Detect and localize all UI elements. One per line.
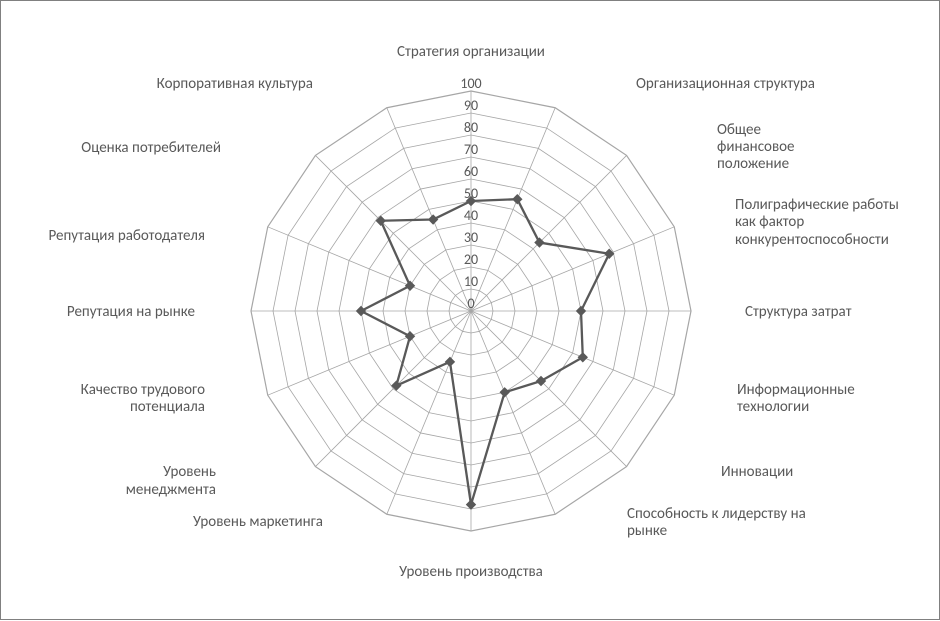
axis-label: Информационные технологии bbox=[737, 382, 843, 417]
spoke bbox=[471, 227, 674, 311]
spoke bbox=[471, 108, 555, 311]
spoke bbox=[471, 311, 627, 467]
tick-label: 80 bbox=[464, 119, 478, 136]
data-marker bbox=[429, 215, 438, 224]
tick-label: 70 bbox=[464, 141, 478, 158]
spoke bbox=[471, 311, 555, 514]
axis-label: Структура затрат bbox=[745, 304, 867, 321]
axis-label: Организационная структура bbox=[636, 76, 826, 93]
axis-label: Инновации bbox=[721, 464, 789, 481]
data-marker bbox=[406, 332, 415, 341]
tick-label: 20 bbox=[464, 251, 478, 268]
axis-label: Уровень производства bbox=[395, 564, 547, 581]
axis-label: Общее финансовое положение bbox=[717, 122, 839, 174]
tick-label: 40 bbox=[464, 207, 478, 224]
axis-label: Стратегия организации bbox=[391, 44, 551, 61]
axis-label: Репутация работодателя bbox=[38, 228, 205, 245]
tick-label: 30 bbox=[464, 229, 478, 246]
data-marker bbox=[513, 195, 522, 204]
axis-label: Корпоративная культура bbox=[146, 76, 313, 93]
spoke bbox=[471, 155, 627, 311]
data-marker bbox=[406, 281, 415, 290]
axis-label: Качество трудового потенциала bbox=[68, 382, 205, 417]
spoke bbox=[315, 155, 471, 311]
spoke bbox=[268, 311, 471, 395]
tick-label: 60 bbox=[464, 163, 478, 180]
tick-label: 100 bbox=[460, 75, 481, 92]
axis-label: Уровень менеджмента bbox=[72, 464, 216, 499]
radar-chart-frame: 0102030405060708090100 Стратегия организ… bbox=[0, 0, 940, 620]
spoke bbox=[471, 311, 674, 395]
data-marker bbox=[578, 353, 587, 362]
data-marker bbox=[467, 500, 476, 509]
axis-label: Уровень маркетинга bbox=[186, 514, 323, 531]
tick-label: 0 bbox=[467, 295, 474, 312]
tick-label: 90 bbox=[464, 97, 478, 114]
axis-label: Репутация на рынке bbox=[58, 304, 195, 321]
data-marker bbox=[500, 388, 509, 397]
data-marker bbox=[445, 357, 454, 366]
axis-label: Способность к лидерству на рынке bbox=[627, 506, 825, 541]
spoke bbox=[387, 108, 471, 311]
tick-label: 10 bbox=[464, 273, 478, 290]
spoke bbox=[268, 227, 471, 311]
axis-label: Оценка потребителей bbox=[77, 140, 221, 157]
axis-label: Полиграфические работы как фактор конкур… bbox=[735, 197, 902, 249]
data-marker bbox=[577, 307, 586, 316]
data-marker bbox=[357, 307, 366, 316]
spoke bbox=[315, 311, 471, 467]
